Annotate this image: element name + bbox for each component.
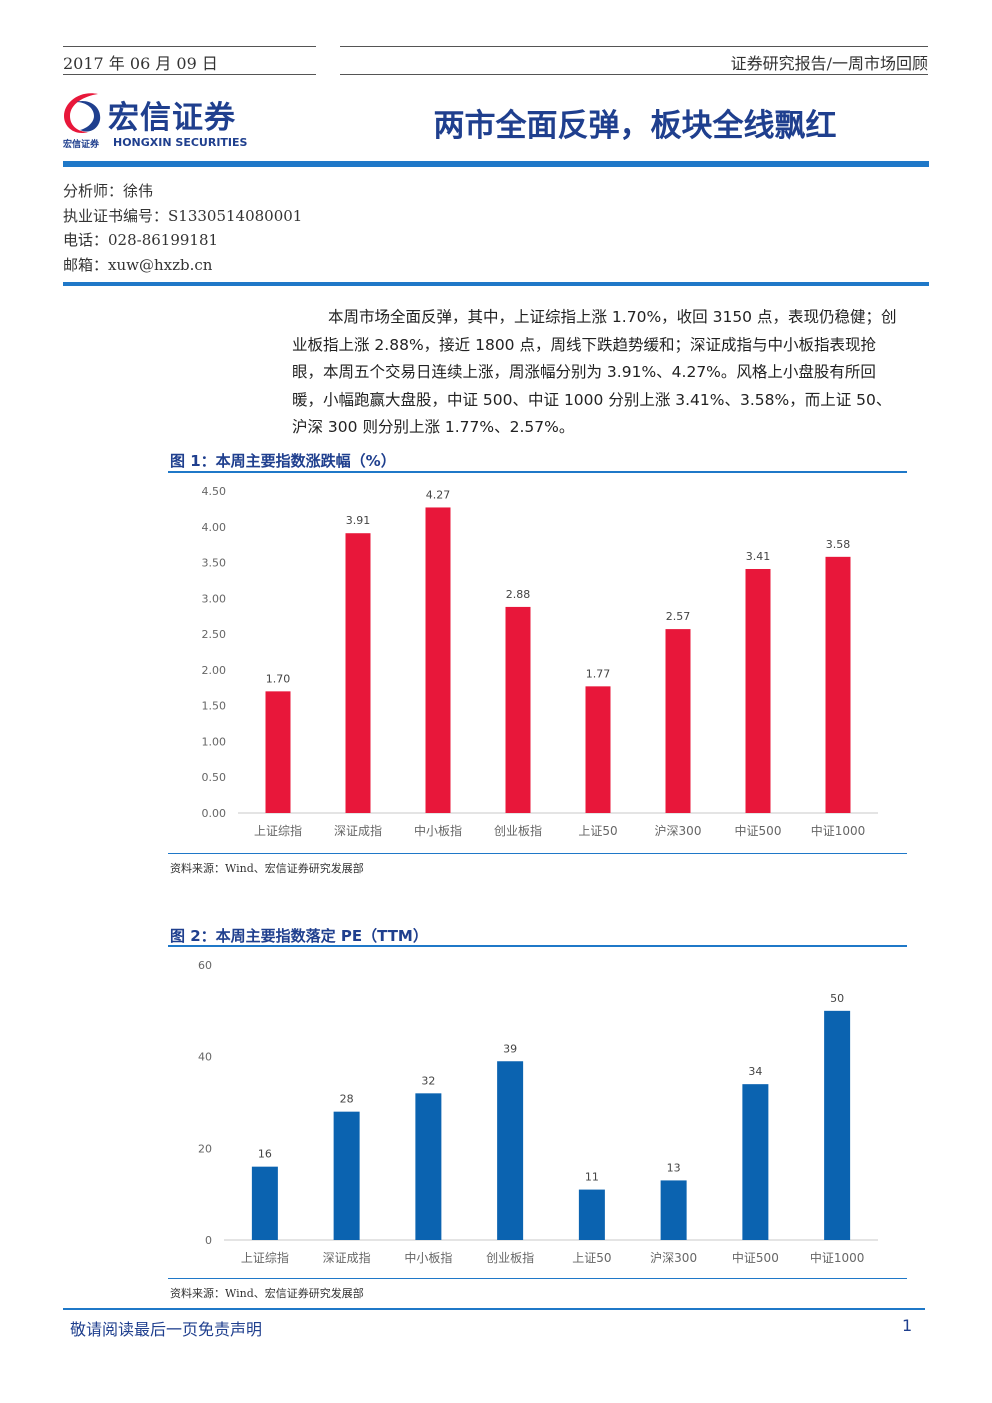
chart1-ytick-label: 2.50 <box>202 628 227 641</box>
chart1-category-label: 中证1000 <box>811 823 866 838</box>
chart1-bar <box>825 556 851 813</box>
chart1-bar <box>665 629 691 813</box>
analyst-license: 执业证书编号：S1330514080001 <box>63 206 303 225</box>
chart2-category-label: 中小板指 <box>404 1250 452 1265</box>
chart2-data-label: 11 <box>585 1171 599 1184</box>
analyst-phone: 电话：028-86199181 <box>63 231 219 249</box>
logo-mark-icon <box>64 93 101 134</box>
figure2-title: 图 2：本周主要指数落定 PE（TTM） <box>170 927 428 945</box>
chart2-bar <box>824 1010 851 1240</box>
figure1-chart: 0.00 0.50 1.00 1.50 2.00 2.50 3.00 3.50 4.00 4.50… <box>202 485 878 838</box>
chart2-ytick-label: 0 <box>205 1234 212 1247</box>
chart1-ytick-label: 3.00 <box>202 592 227 605</box>
chart1-data-label: 1.77 <box>586 667 611 680</box>
chart1-ytick-label: 4.50 <box>202 485 227 498</box>
chart2-category-label: 上证50 <box>572 1251 611 1265</box>
chart1-bar <box>345 533 371 813</box>
chart2-ytick-label: 40 <box>198 1051 212 1064</box>
footer-rule <box>63 1308 925 1310</box>
chart1-ytick-label: 4.00 <box>202 521 227 534</box>
figure1-title: 图 1：本周主要指数涨跌幅（%） <box>170 452 396 470</box>
chart1-ytick-label: 1.00 <box>202 735 227 748</box>
analyst-email: 邮箱：xuw@hxzb.cn <box>63 255 213 274</box>
chart1-data-label: 3.41 <box>746 550 771 563</box>
chart2-category-label: 创业板指 <box>486 1250 534 1265</box>
chart1-ytick-label: 3.50 <box>202 557 227 570</box>
figure1-source: 资料来源：Wind、宏信证券研究发展部 <box>170 862 364 875</box>
chart2-category-label: 沪深300 <box>650 1251 697 1265</box>
chart1-category-label: 中小板指 <box>414 823 462 838</box>
chart1-bar <box>745 568 771 813</box>
chart1-category-label: 深证成指 <box>334 823 382 838</box>
chart1-data-label: 2.57 <box>666 610 691 623</box>
chart2-category-label: 深证成指 <box>323 1250 371 1265</box>
chart2-bar <box>497 1061 524 1240</box>
chart1-data-label: 3.58 <box>826 538 851 551</box>
chart2-bar <box>660 1180 687 1240</box>
chart1-ytick-label: 0.00 <box>202 807 227 820</box>
logo-name-cn: 宏信证券 <box>108 100 236 136</box>
chart1-category-label: 沪深300 <box>655 824 702 838</box>
chart2-bar <box>578 1189 605 1240</box>
header-rule-top-right <box>340 46 928 47</box>
figure2-source: 资料来源：Wind、宏信证券研究发展部 <box>170 1287 364 1300</box>
chart2-bar <box>251 1166 278 1240</box>
chart1-data-label: 3.91 <box>346 514 371 527</box>
chart1-data-label: 1.70 <box>266 672 291 685</box>
report-type: 证券研究报告/一周市场回顾 <box>730 54 928 73</box>
chart2-data-label: 16 <box>258 1148 272 1161</box>
figure1-source-rule <box>168 853 907 854</box>
header-rule-bottom-left <box>63 74 316 75</box>
chart1-bar <box>425 507 451 813</box>
header-rule-bottom-right <box>340 74 928 75</box>
analyst-rule <box>63 282 929 286</box>
chart2-data-label: 32 <box>421 1074 435 1087</box>
report-date: 2017 年 06 月 09 日 <box>63 54 218 73</box>
report-title: 两市全面反弹，板块全线飘红 <box>433 108 837 144</box>
chart2-ytick-label: 20 <box>198 1142 212 1155</box>
summary-paragraph: 本周市场全面反弹，其中，上证综指上涨 1.70%，收回 3150 点，表现仍稳健… <box>292 308 897 436</box>
chart2-data-label: 28 <box>340 1093 354 1106</box>
chart2-bar <box>333 1111 360 1240</box>
chart1-ytick-label: 2.00 <box>202 664 227 677</box>
chart1-category-label: 上证50 <box>578 824 617 838</box>
chart2-category-label: 上证综指 <box>241 1250 289 1265</box>
figure2-source-rule <box>168 1278 907 1279</box>
chart1-bar <box>585 686 611 813</box>
figure2-chart: 0 20 40 60 16 上证综指 28 深证成指 32 中小板指 39 创业板指 11 上证50 13 沪… <box>198 959 878 1265</box>
chart2-data-label: 50 <box>830 992 844 1005</box>
page-number: 1 <box>902 1316 913 1335</box>
title-rule <box>63 161 929 167</box>
header-rule-top-left <box>63 46 316 47</box>
chart2-ytick-label: 60 <box>198 959 212 972</box>
chart2-data-label: 34 <box>748 1065 762 1078</box>
chart1-ytick-label: 1.50 <box>202 700 227 713</box>
chart2-category-label: 中证1000 <box>810 1250 865 1265</box>
chart1-bar <box>265 691 291 813</box>
analyst-name: 分析师：徐伟 <box>63 182 154 200</box>
chart1-data-label: 4.27 <box>426 488 451 501</box>
chart2-bar <box>415 1093 442 1240</box>
chart2-category-label: 中证500 <box>732 1250 779 1265</box>
footer-disclaimer: 敬请阅读最后一页免责声明 <box>70 1320 263 1339</box>
chart1-data-label: 2.88 <box>506 588 531 601</box>
logo-name-en: HONGXIN SECURITIES <box>113 136 248 149</box>
chart2-bar <box>742 1084 769 1240</box>
chart1-category-label: 创业板指 <box>494 823 542 838</box>
logo-small-cn: 宏信证券 <box>63 140 100 150</box>
figure1-rule <box>168 471 907 473</box>
chart1-ytick-label: 0.50 <box>202 771 227 784</box>
chart2-data-label: 13 <box>667 1161 681 1174</box>
analyst-info: 分析师：徐伟 执业证书编号：S1330514080001 电话：028-8619… <box>63 179 302 277</box>
chart2-data-label: 39 <box>503 1042 517 1055</box>
figure2-rule <box>168 945 907 947</box>
chart1-bar <box>505 606 531 813</box>
chart1-category-label: 中证500 <box>735 823 782 838</box>
chart1-category-label: 上证综指 <box>254 823 302 838</box>
